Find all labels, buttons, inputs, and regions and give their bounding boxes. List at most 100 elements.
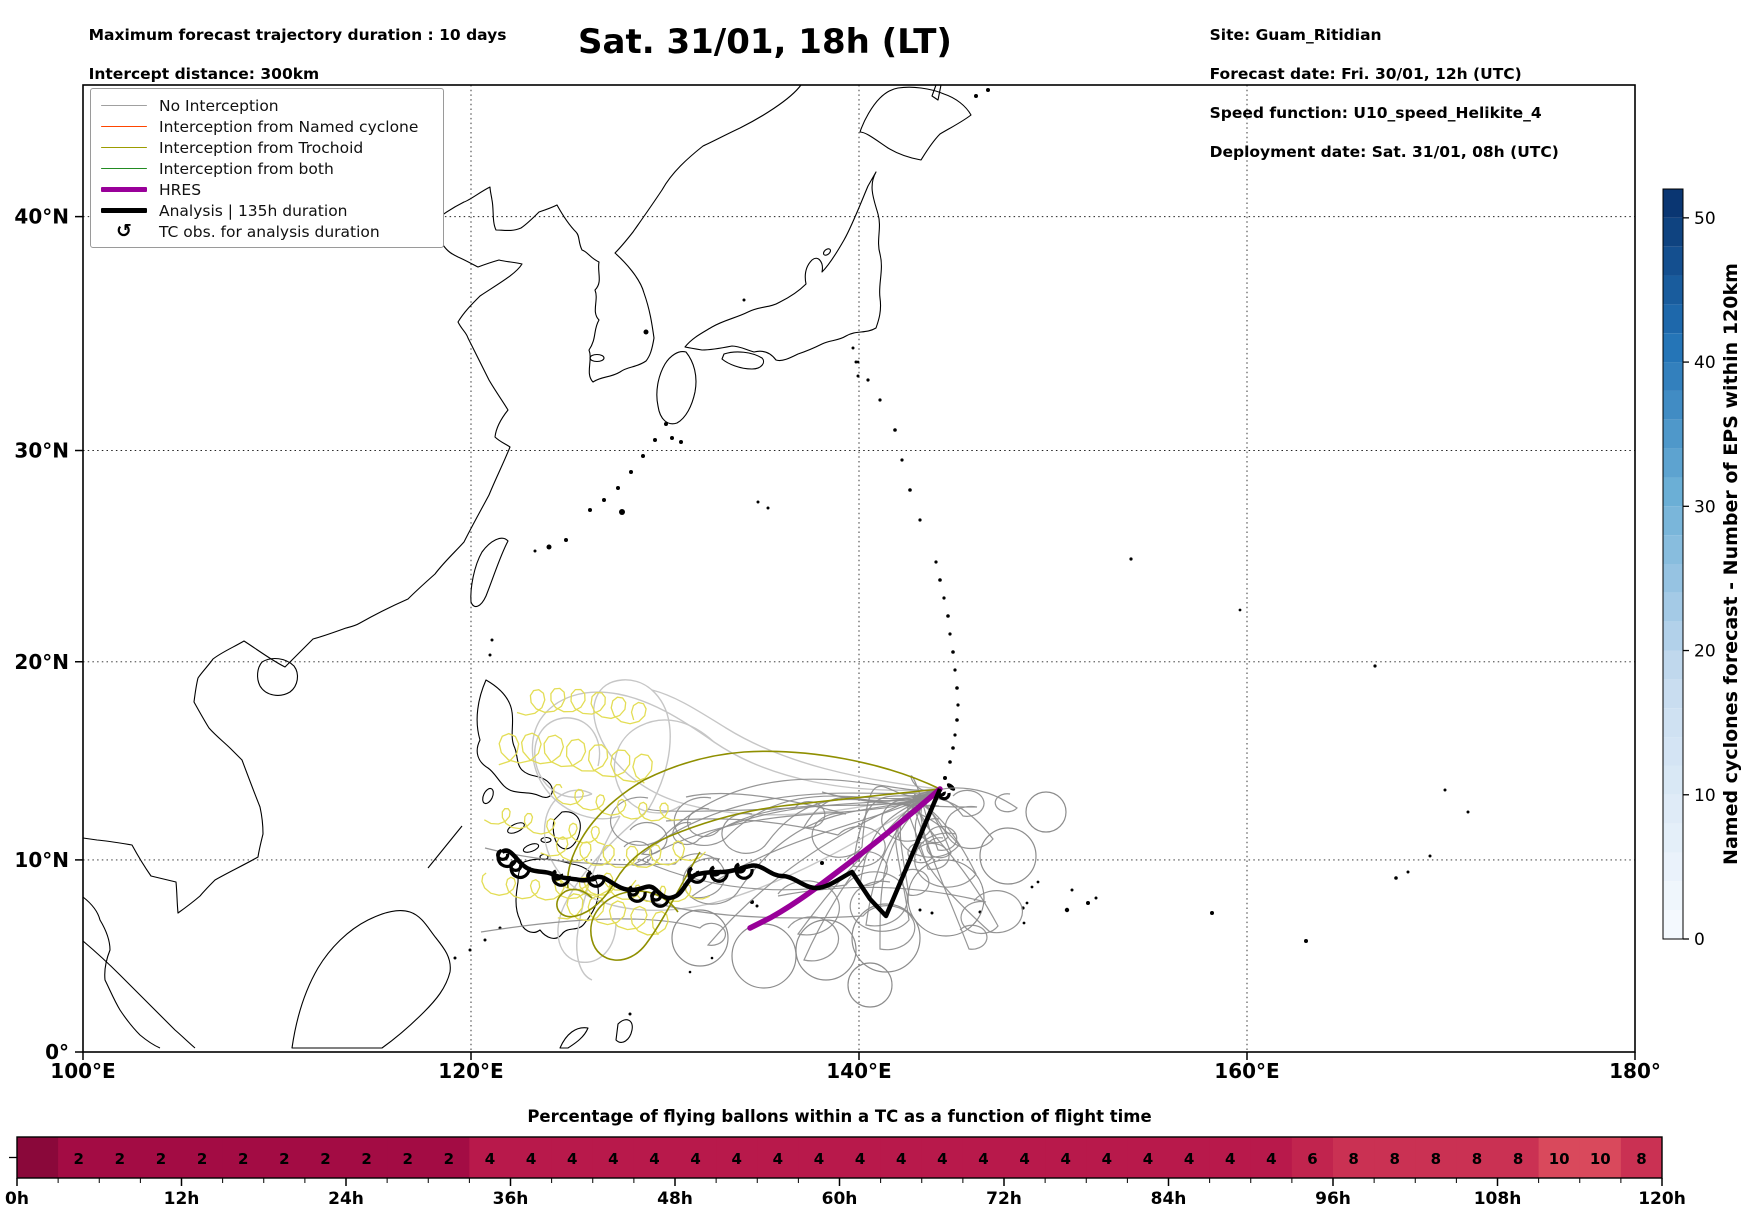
colorbar-block (1663, 823, 1683, 853)
coastline (470, 537, 509, 608)
islet-dot (1443, 788, 1447, 792)
trajectory-trochoid-faded (553, 783, 680, 822)
trajectory-no-interception-faded (534, 717, 601, 798)
islet-dot (755, 904, 759, 908)
legend-row: HRES (91, 179, 443, 200)
islet-dot (1238, 608, 1242, 612)
islet-dot (766, 506, 770, 510)
bar-segment (921, 1137, 964, 1178)
trajectory-loop (795, 919, 857, 981)
info-block-right: Site: Guam_Ritidian Forecast date: Fri. … (1188, 6, 1559, 182)
bar-segment-value: 4 (978, 1150, 988, 1168)
colorbar-block (1663, 390, 1683, 420)
trajectory-trochoid (643, 750, 941, 790)
islet-dot (1086, 901, 1090, 905)
colorbar-block (1663, 564, 1683, 593)
trajectory-loop (671, 909, 729, 967)
bar-tick-label: 24h (328, 1189, 364, 1209)
trajectory-loop (907, 859, 985, 937)
bar-segment (1620, 1137, 1663, 1178)
coastline (476, 679, 553, 798)
islet-dot (1210, 911, 1214, 915)
island (482, 787, 494, 805)
bar-segment (592, 1137, 635, 1178)
islet-dot (490, 638, 494, 642)
islet-dot (900, 458, 904, 462)
bar-tick-label: 120h (1638, 1189, 1686, 1209)
legend-item-label: Interception from Named cyclone (159, 117, 419, 136)
legend-box: No Interception Interception from Named c… (90, 88, 444, 248)
trajectories (480, 679, 1067, 1008)
colorbar-tick-label: 40 (1694, 353, 1716, 373)
colorbar-block (1663, 910, 1683, 939)
trajectory-no-interception (907, 788, 985, 817)
bar-segment-value: 8 (1389, 1150, 1399, 1168)
colorbar-tick-label: 0 (1694, 930, 1705, 950)
colorbar-block (1663, 189, 1683, 218)
colorbar: 0 10 20 30 40 50 Named cyclones forecast - Num… (1662, 188, 1742, 950)
coastline (684, 171, 882, 362)
bar-segment (1291, 1137, 1334, 1178)
bar-segment-value: 4 (608, 1150, 618, 1168)
bar-segment (1333, 1137, 1375, 1178)
islet-dot (588, 508, 592, 512)
islet-dot (918, 908, 922, 912)
colorbar-block (1663, 535, 1683, 564)
legend-item-label: No Interception (159, 96, 279, 115)
bar-segment (428, 1137, 470, 1178)
coastline (257, 657, 299, 696)
legend-line-sample-icon (101, 187, 147, 192)
islet-dot (629, 470, 633, 474)
islet-dot (908, 488, 912, 492)
bar-segment-value: 4 (690, 1150, 700, 1168)
bar-segment-value: 8 (1431, 1150, 1441, 1168)
islet-dot (1036, 880, 1040, 884)
islet-dot (955, 718, 959, 722)
islet-dot (1373, 664, 1377, 668)
trajectory-loop (851, 903, 921, 973)
bar-segment-value: 4 (814, 1150, 824, 1168)
bar-segment (1250, 1137, 1293, 1178)
tc-obs-marker (627, 885, 647, 903)
bar-segment-value: 4 (526, 1150, 536, 1168)
islet-dot (856, 374, 860, 378)
bar-segment-value: 8 (1636, 1150, 1646, 1168)
legend-row: ↺ TC obs. for analysis duration (91, 221, 443, 242)
bar-segment-value: 4 (731, 1150, 741, 1168)
islet-dot (1466, 810, 1470, 814)
bar-segment (675, 1137, 717, 1178)
islet-dot (953, 668, 957, 672)
colorbar-block (1663, 852, 1683, 882)
coastline (656, 351, 697, 425)
islet-dot (1070, 888, 1074, 892)
legend-line-sample-icon (101, 208, 147, 213)
islet-dot (946, 614, 950, 618)
island (822, 248, 832, 256)
bar-segment-value: 2 (279, 1150, 289, 1168)
colorbar-tick-label: 10 (1694, 786, 1716, 806)
info-line: Site: Guam_Ritidian (1209, 25, 1382, 44)
islet-dot (643, 329, 649, 335)
info-line: Speed function: U10_speed_Helikite_4 (1209, 103, 1542, 122)
bar-segment-value: 2 (238, 1150, 248, 1168)
legend-line-sample-icon (101, 167, 147, 170)
bar-segment (1456, 1137, 1498, 1178)
islet-dot (710, 956, 714, 960)
trajectory-no-interception (629, 788, 941, 856)
colorbar-block (1663, 708, 1683, 738)
islet-dot (893, 428, 897, 432)
islet-dot (1129, 557, 1133, 561)
legend-item-label: HRES (159, 180, 202, 199)
coastline (82, 84, 802, 914)
tc-obs-marker (734, 862, 754, 880)
trajectory-loop (847, 962, 893, 1008)
coastline (859, 86, 972, 161)
colorbar-block (1663, 448, 1683, 478)
islet-dot (953, 733, 957, 737)
bar-segment (140, 1137, 182, 1178)
islet-dot (878, 398, 882, 402)
islet-dot (934, 560, 938, 564)
islet-dot (986, 88, 990, 92)
colorbar-label: Named cyclones forecast - Number of EPS … (1720, 263, 1742, 865)
trajectory-trochoid (556, 879, 617, 918)
